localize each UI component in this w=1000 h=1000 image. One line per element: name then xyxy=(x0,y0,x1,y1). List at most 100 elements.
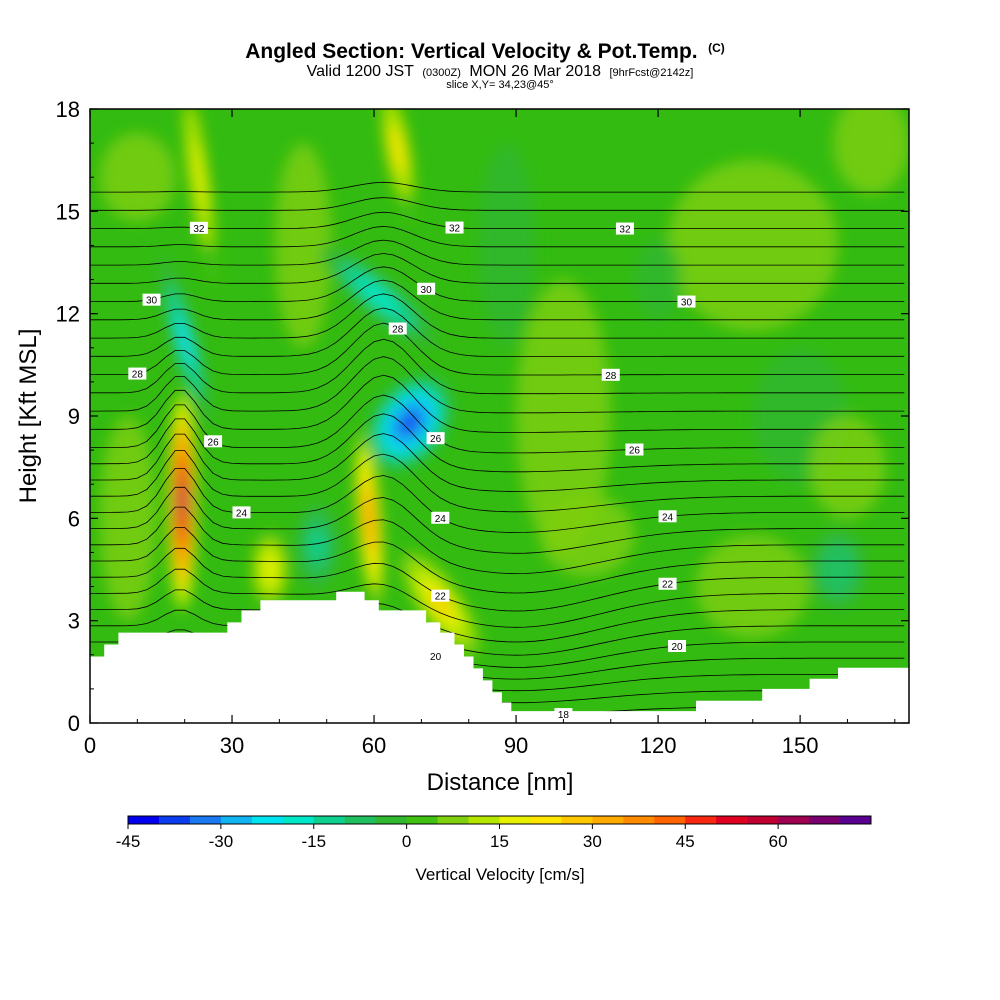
contour-label: 28 xyxy=(132,370,144,381)
contour-label-bg xyxy=(431,511,450,524)
valid-utc: (0300Z) xyxy=(422,67,461,79)
contour-label-bg xyxy=(142,293,161,306)
plot-area: 32 32 32 30 30 30 28 28 28 26 26 26 24 24 24 22 22 20 20 18 xyxy=(90,109,909,723)
colorbar-tick-label: 30 xyxy=(583,832,602,851)
contour-label: 26 xyxy=(629,446,641,457)
colorbar-swatch xyxy=(840,816,872,824)
y-tick-label: 12 xyxy=(56,302,80,327)
contour-label: 20 xyxy=(430,652,442,663)
isentrope xyxy=(90,374,905,433)
colorbar-swatch xyxy=(530,816,562,824)
contour-label: 30 xyxy=(146,296,158,307)
isentrope xyxy=(90,468,905,533)
velocity-region xyxy=(667,160,838,331)
contour-label: 28 xyxy=(392,325,404,336)
contour-label: 18 xyxy=(558,710,570,721)
y-tick-label: 0 xyxy=(68,711,80,736)
contour-label-bg xyxy=(431,589,450,602)
colorbar-swatch xyxy=(375,816,408,824)
velocity-region xyxy=(274,143,332,348)
isentrope xyxy=(90,547,905,612)
isentrope xyxy=(90,181,905,193)
contour-label: 32 xyxy=(193,224,205,235)
title-main: Angled Section: Vertical Velocity & Pot.… xyxy=(245,40,697,63)
contour-label-bg xyxy=(426,650,445,663)
contour-label-bg xyxy=(554,708,573,721)
contour-label-bg xyxy=(128,367,147,380)
valid-time-line: Valid 1200 JST (0300Z) MON 26 Mar 2018 [… xyxy=(307,63,694,80)
colorbar-swatch xyxy=(654,816,686,824)
colorbar-tick-label: -15 xyxy=(301,832,326,851)
contour-label-bg xyxy=(677,295,696,308)
isentrope xyxy=(90,225,905,248)
colorbar-swatch xyxy=(623,816,655,824)
isentrope xyxy=(90,589,905,643)
y-axis: 0 3 6 9 12 15 18 xyxy=(56,97,909,736)
isentrope xyxy=(90,506,905,575)
colorbar-swatch xyxy=(716,816,748,824)
isentrope xyxy=(90,253,905,284)
x-tick-label: 60 xyxy=(362,733,386,758)
chart-title: Angled Section: Vertical Velocity & Pot.… xyxy=(245,40,725,63)
colorbar-tick-label: -30 xyxy=(209,832,234,851)
colorbar-swatch xyxy=(128,816,160,824)
colorbar-tick-label: -45 xyxy=(116,832,141,851)
contour-label: 26 xyxy=(208,437,220,448)
contour-label: 24 xyxy=(236,508,248,519)
contour-label-bg xyxy=(658,577,677,590)
velocity-region xyxy=(99,132,176,222)
velocity-region xyxy=(695,535,810,638)
updraft xyxy=(180,489,184,514)
colorbar-swatch xyxy=(282,816,315,824)
velocity-region xyxy=(634,238,682,321)
isentrope xyxy=(90,450,905,513)
velocity-region xyxy=(516,279,611,553)
terrain-mask xyxy=(90,591,909,723)
contour-label: 26 xyxy=(430,434,442,445)
y-tick-label: 15 xyxy=(56,199,80,224)
colorbar-swatch xyxy=(189,816,222,824)
isentrope xyxy=(90,486,905,554)
colorbar-swatch xyxy=(747,816,779,824)
valid-forecast: [9hrFcst@2142z] xyxy=(609,67,693,79)
isentrope xyxy=(90,433,905,492)
contour-label: 30 xyxy=(681,298,693,309)
velocity-region xyxy=(539,494,635,577)
x-tick-label: 120 xyxy=(640,733,677,758)
colorbar-tick-label: 0 xyxy=(402,832,411,851)
contour-label-bg xyxy=(417,282,436,295)
title-unit: (C) xyxy=(708,41,725,55)
updraft xyxy=(262,554,277,585)
x-tick-label: 30 xyxy=(220,733,244,758)
contour-label: 20 xyxy=(671,642,683,653)
y-tick-label: 9 xyxy=(68,404,80,429)
colorbar-swatch xyxy=(251,816,284,824)
colorbar-swatch xyxy=(685,816,717,824)
y-tick-label: 3 xyxy=(68,609,80,634)
valid-prefix: Valid 1200 JST xyxy=(307,63,415,80)
contour-label-bg xyxy=(668,639,687,652)
colorbar-label: Vertical Velocity [cm/s] xyxy=(415,865,584,884)
colorbar-tick-label: 60 xyxy=(769,832,788,851)
contour-label: 24 xyxy=(662,512,674,523)
isentrope xyxy=(90,322,905,376)
x-axis-label: Distance [nm] xyxy=(427,769,574,796)
isentrope xyxy=(90,266,905,303)
contour-label-bg xyxy=(601,368,620,381)
contour-label: 32 xyxy=(619,225,631,236)
contour-label-bg xyxy=(189,221,208,234)
contour-label: 30 xyxy=(421,285,433,296)
x-axis: 0 30 60 90 120 150 xyxy=(84,109,896,758)
colorbar-swatch xyxy=(561,816,593,824)
x-tick-label: 0 xyxy=(84,733,96,758)
isentrope xyxy=(90,356,905,414)
contour-label-bg xyxy=(625,443,644,456)
valid-date: MON 26 Mar 2018 xyxy=(469,63,601,80)
isentrope xyxy=(90,527,905,594)
contour-labels: 32 32 32 30 30 30 28 28 28 26 26 26 24 24 24 22 22 20 20 18 xyxy=(128,221,696,721)
contour-label-bg xyxy=(658,510,677,523)
vertical-velocity-field xyxy=(99,109,909,656)
velocity-region xyxy=(809,416,886,519)
velocity-region xyxy=(478,143,536,348)
